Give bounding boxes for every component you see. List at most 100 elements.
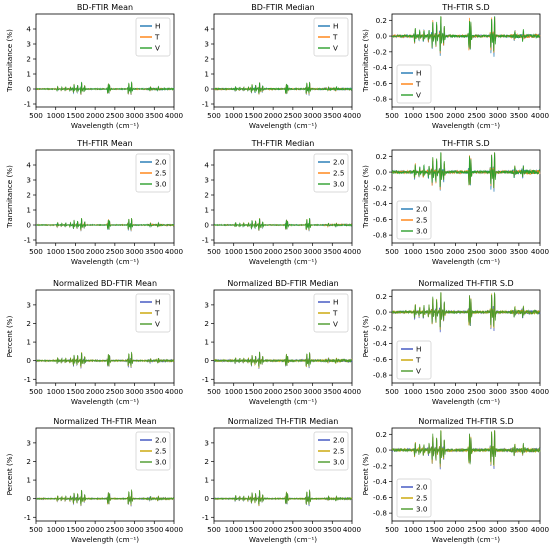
chart-panel-10: 500 1000 1500 2000 2500 3000 3500 4000 -1 0 1 2 3 Nor… [5, 417, 184, 544]
x-tick-label: 2500 [284, 525, 303, 534]
x-tick-label: 1000 [47, 247, 66, 256]
x-axis-label: Wavelength (cm⁻¹) [249, 121, 317, 130]
y-tick-label: 0 [26, 356, 31, 365]
legend-label: T [332, 33, 338, 42]
legend: HTV [396, 340, 432, 380]
chart-panel-12: 500 1000 1500 2000 2500 3000 3500 4000 -0.8 -0.6 -… [361, 417, 550, 544]
y-tick-label: 0.0 [376, 32, 388, 41]
x-tick-label: 1000 [404, 525, 423, 534]
y-tick-label: 1 [204, 338, 209, 347]
x-tick-label: 4000 [165, 525, 184, 534]
x-tick-label: 500 [29, 247, 43, 256]
y-tick-label: 1 [26, 206, 31, 215]
y-axis-label: Percent (%) [361, 453, 370, 495]
x-tick-label: 1500 [244, 387, 263, 396]
legend-label: H [155, 298, 160, 307]
series-line-3.0 [35, 217, 175, 230]
chart-title: TH-FTIR Median [251, 139, 315, 148]
x-tick-label: 3000 [125, 247, 144, 256]
legend-box [313, 17, 349, 57]
legend-label: T [415, 356, 421, 365]
x-axis-label: Wavelength (cm⁻¹) [249, 257, 317, 266]
x-tick-label: 2000 [446, 525, 465, 534]
legend: 2.0 2.5 3.0 [396, 200, 432, 240]
legend: 2.0 2.5 3.0 [135, 431, 171, 471]
chart-title: Normalized TH-FTIR S.D [418, 417, 513, 426]
y-tick-label: -1 [24, 513, 31, 522]
y-tick-label: 0.0 [376, 308, 388, 317]
chart-title: TH-FTIR S.D [441, 3, 489, 12]
x-axis-label: Wavelength (cm⁻¹) [249, 397, 317, 406]
y-tick-label: 3 [26, 176, 31, 185]
y-tick-label: 0 [204, 494, 209, 503]
y-axis-label: Transmitance (%) [5, 165, 14, 229]
x-tick-label: 2500 [467, 387, 486, 396]
x-tick-label: 4000 [165, 111, 184, 120]
y-tick-label: -0.4 [373, 477, 387, 486]
y-tick-label: -0.8 [373, 371, 387, 380]
y-axis-label: Percent (%) [361, 315, 370, 357]
legend-label: V [416, 91, 421, 100]
legend-label: 2.5 [416, 494, 427, 503]
x-axis-label: Wavelength (cm⁻¹) [432, 397, 500, 406]
y-tick-label: -1 [202, 513, 209, 522]
x-tick-label: 3500 [510, 247, 529, 256]
x-tick-label: 2500 [106, 111, 125, 120]
x-axis-label: Wavelength (cm⁻¹) [432, 535, 500, 544]
x-tick-label: 1500 [244, 525, 263, 534]
y-tick-label: 3 [204, 40, 209, 49]
chart-title: TH-FTIR Mean [76, 139, 132, 148]
legend: HTV [396, 64, 432, 104]
y-tick-label: -0.6 [373, 355, 387, 364]
x-tick-label: 1000 [225, 525, 244, 534]
legend-label: V [333, 44, 338, 53]
x-tick-label: 500 [385, 111, 399, 120]
x-tick-label: 4000 [531, 525, 550, 534]
chart-panel-6: 500 1000 1500 2000 2500 3000 3500 4000 -0.8 -0.6 -… [361, 139, 550, 266]
legend-box [135, 431, 171, 471]
series-line-V [213, 81, 353, 95]
series-line-V [35, 351, 175, 367]
x-tick-label: 3000 [303, 525, 322, 534]
x-tick-label: 500 [29, 111, 43, 120]
legend: HTV [313, 293, 349, 333]
x-tick-label: 1000 [404, 387, 423, 396]
legend-label: 2.5 [155, 447, 166, 456]
y-tick-label: 2 [26, 319, 31, 328]
legend-label: 3.0 [333, 180, 345, 189]
chart-title: Normalized BD-FTIR Mean [53, 279, 157, 288]
x-tick-label: 2000 [264, 525, 283, 534]
y-tick-label: 1 [204, 206, 209, 215]
y-tick-label: 0 [26, 494, 31, 503]
x-axis-label: Wavelength (cm⁻¹) [71, 397, 139, 406]
x-tick-label: 3000 [125, 387, 144, 396]
y-tick-label: -0.4 [373, 63, 387, 72]
x-tick-label: 3500 [323, 247, 342, 256]
x-tick-label: 1500 [66, 111, 85, 120]
legend-box [313, 293, 349, 333]
legend-box [396, 340, 432, 380]
y-tick-label: 0.0 [376, 446, 388, 455]
x-tick-label: 3000 [489, 111, 508, 120]
legend-label: 3.0 [333, 458, 345, 467]
x-tick-label: 4000 [343, 525, 362, 534]
series-line-V [391, 292, 541, 328]
x-tick-label: 4000 [343, 111, 362, 120]
x-tick-label: 1500 [425, 525, 444, 534]
y-tick-label: -0.8 [373, 509, 387, 518]
chart-title: Normalized BD-FTIR Median [227, 279, 338, 288]
y-tick-label: -1 [202, 100, 209, 109]
chart-panel-3: 500 1000 1500 2000 2500 3000 3500 4000 -0.8 -0.6 -… [361, 3, 550, 130]
y-tick-label: 0 [204, 85, 209, 94]
y-tick-label: 1 [26, 70, 31, 79]
y-tick-label: 3 [26, 40, 31, 49]
y-tick-label: 3 [204, 300, 209, 309]
chart-panel-4: 500 1000 1500 2000 2500 3000 3500 4000 -1 0 1 2 3 4 TH… [5, 139, 184, 266]
x-tick-label: 500 [385, 387, 399, 396]
series-line-V [391, 16, 541, 52]
x-tick-label: 1500 [425, 247, 444, 256]
x-tick-label: 2500 [284, 111, 303, 120]
x-tick-label: 3500 [145, 247, 164, 256]
x-tick-label: 3500 [145, 525, 164, 534]
legend-label: V [416, 367, 421, 376]
